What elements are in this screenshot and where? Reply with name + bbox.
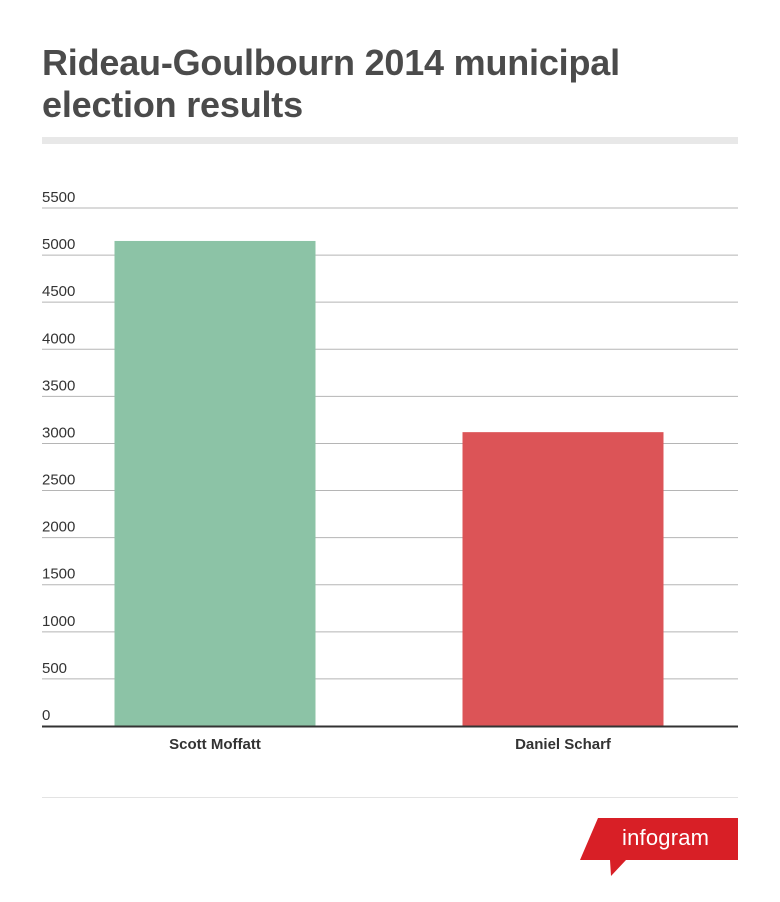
y-tick-label: 5000 (42, 236, 75, 253)
y-tick-label: 0 (42, 707, 50, 724)
y-tick-label: 1500 (42, 566, 75, 583)
y-tick-label: 2500 (42, 472, 75, 489)
bars (114, 240, 664, 727)
title-divider (42, 137, 738, 144)
y-axis-ticks: 0 500 1000 1500 2000 2500 3000 3500 4000 4500 5000… (42, 189, 75, 724)
y-tick-label: 3500 (42, 377, 75, 394)
y-tick-label: 4000 (42, 330, 75, 347)
footer-divider (42, 797, 738, 798)
y-tick-label: 4500 (42, 283, 75, 300)
logo-text: infogram (622, 825, 710, 850)
chart-title: Rideau-Goulbourn 2014 municipal election… (42, 42, 620, 125)
y-tick-label: 1000 (42, 613, 75, 630)
y-tick-label: 2000 (42, 519, 75, 536)
infogram-logo[interactable]: infogram (580, 818, 740, 880)
y-tick-label: 500 (42, 660, 67, 677)
y-tick-label: 3000 (42, 424, 75, 441)
x-category-label: Scott Moffatt (169, 736, 261, 753)
category-labels: Scott Moffatt Daniel Scharf (169, 736, 612, 753)
logo-flag-icon (580, 818, 738, 876)
bar-chart: 0 500 1000 1500 2000 2500 3000 3500 4000 4500 5000… (42, 189, 738, 753)
y-tick-label: 5500 (42, 189, 75, 206)
bar-daniel-scharf (462, 432, 664, 726)
x-category-label: Daniel Scharf (515, 736, 612, 753)
bar-scott-moffatt (114, 240, 316, 727)
